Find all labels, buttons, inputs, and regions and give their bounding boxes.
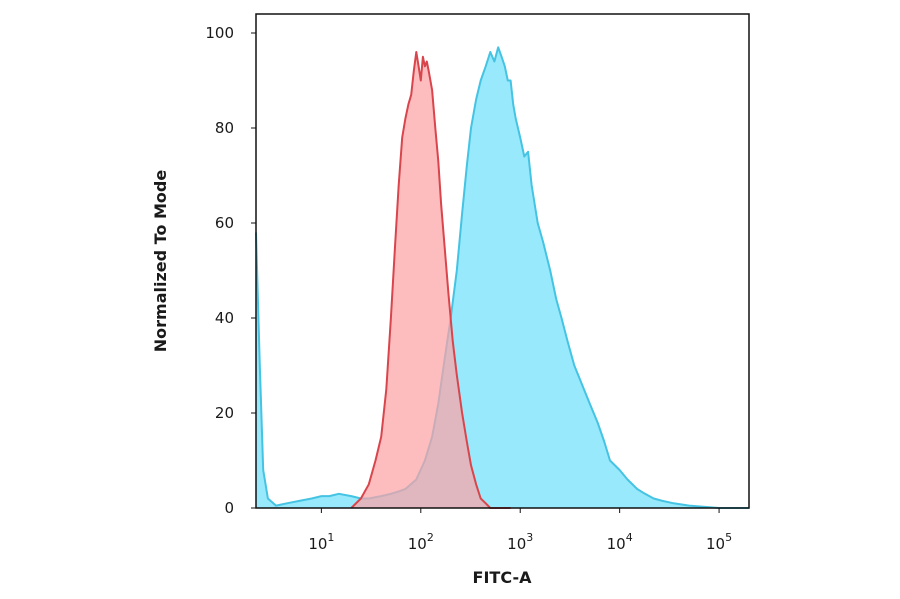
- x-tick-label: 103: [507, 531, 533, 553]
- x-tick-label: 101: [308, 531, 334, 553]
- series-1-line: [255, 46, 749, 509]
- x-tick-label: 105: [706, 531, 732, 553]
- y-tick-label: 60: [215, 214, 234, 232]
- series-layer: [255, 46, 749, 509]
- x-tick-label: 104: [607, 531, 633, 553]
- y-tick-label: 80: [215, 119, 234, 137]
- x-tick-layer: 101 102 103 104 105: [308, 508, 732, 553]
- x-axis-title: FITC-A: [473, 568, 533, 587]
- x-tick-label: 102: [408, 531, 434, 553]
- series-2-line: [350, 51, 511, 509]
- y-tick-label: 100: [205, 24, 234, 42]
- plot-frame: [255, 13, 750, 509]
- series-1-area: [256, 47, 749, 509]
- y-tick-label: 40: [215, 309, 234, 327]
- y-tick-layer: 0 20 40 60 80 100: [205, 24, 256, 517]
- y-axis-title: Normalized To Mode: [151, 170, 170, 353]
- y-tick-label: 0: [224, 499, 234, 517]
- y-tick-label: 20: [215, 404, 234, 422]
- series-2-area: [351, 52, 511, 508]
